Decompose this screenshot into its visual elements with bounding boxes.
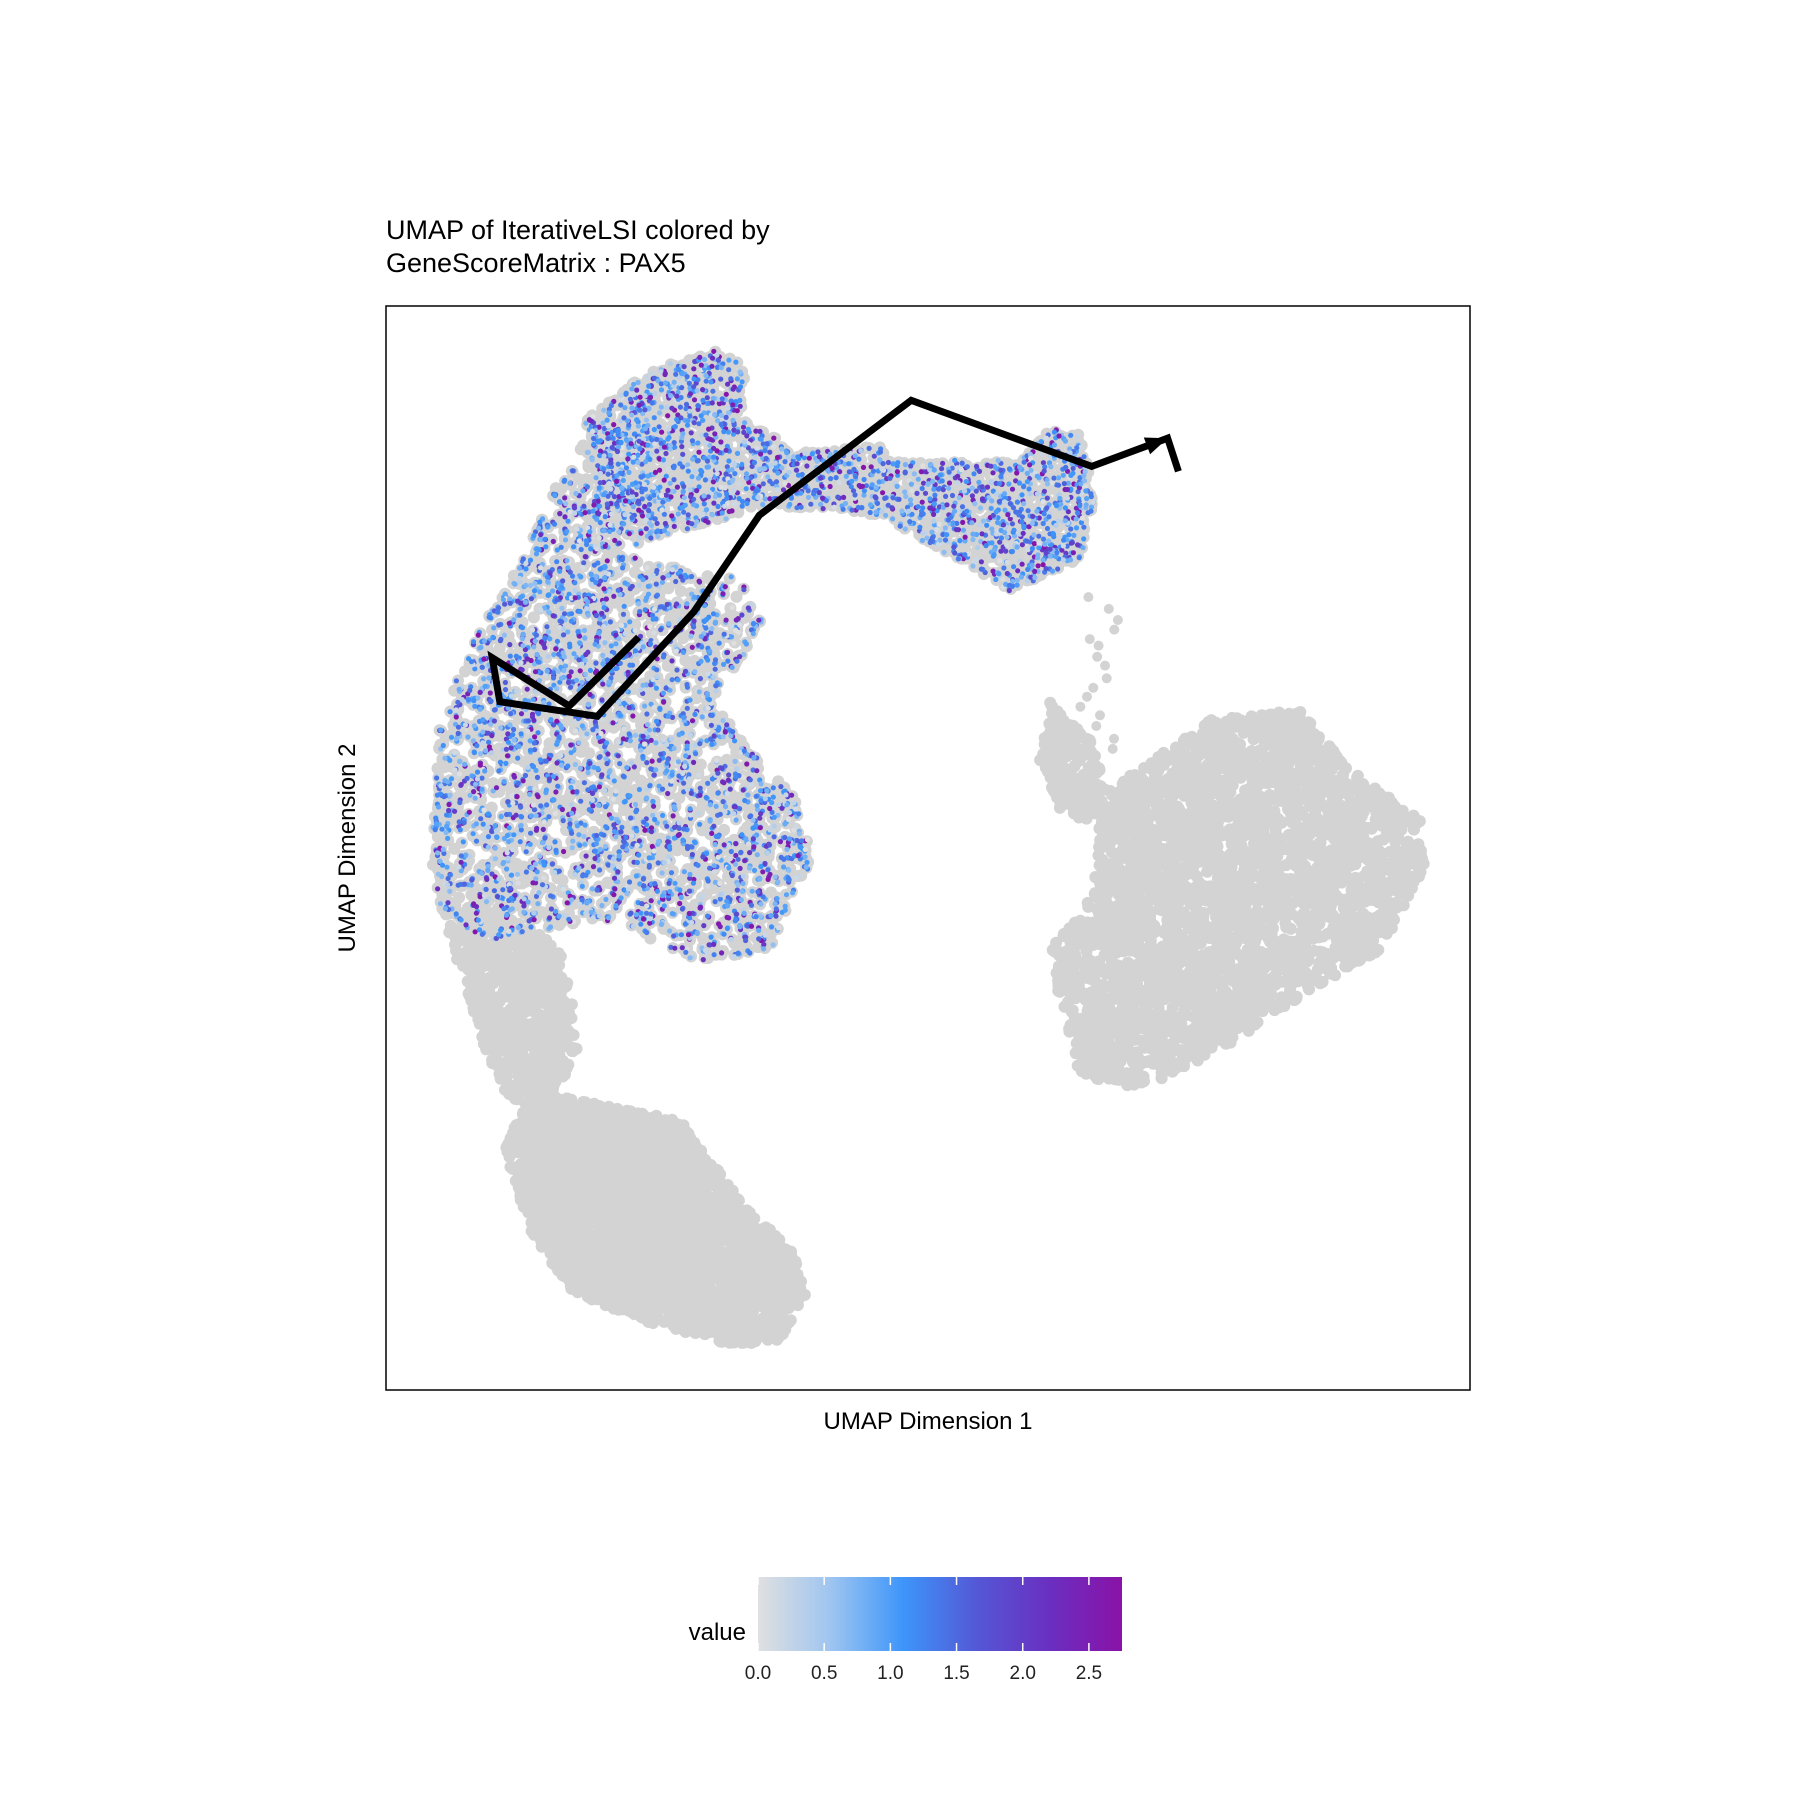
chart-title-line-1: UMAP of IterativeLSI colored by <box>386 215 770 245</box>
chart-title-line-2: GeneScoreMatrix : PAX5 <box>386 248 686 278</box>
umap-point <box>674 585 687 598</box>
